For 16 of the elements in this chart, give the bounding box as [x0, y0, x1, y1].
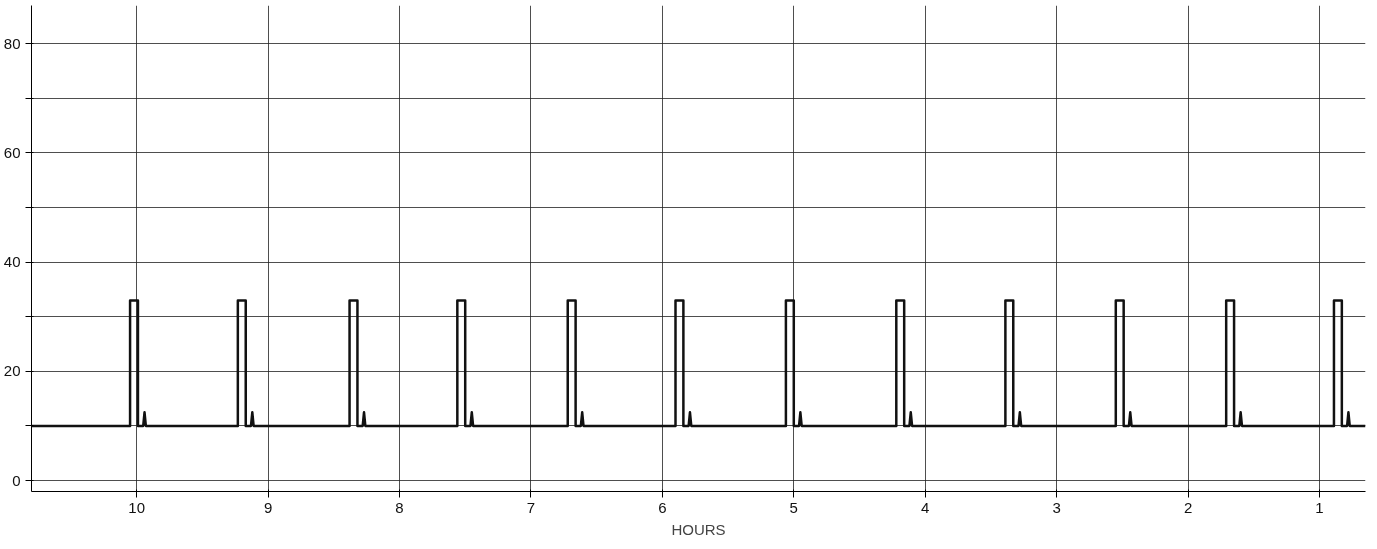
y-tick-label: 40	[3, 253, 21, 271]
x-tick-label: 9	[263, 498, 273, 516]
x-tick-label: 2	[1183, 498, 1193, 516]
x-tick-label: 10	[128, 498, 145, 516]
x-tick-label: 3	[1052, 498, 1061, 516]
x-tick-label: 7	[526, 498, 536, 516]
x-tick-label: 6	[658, 498, 667, 516]
y-tick-label: 0	[12, 471, 21, 489]
x-tick-label: 4	[921, 498, 930, 516]
x-tick-label: 1	[1315, 498, 1324, 516]
x-axis-title: HOURS	[671, 520, 726, 538]
y-tick-label: 60	[3, 143, 21, 161]
x-tick-label: 8	[395, 498, 404, 516]
y-tick-label: 20	[3, 362, 21, 380]
y-tick-label: 80	[3, 34, 21, 52]
x-tick-label: 5	[789, 498, 798, 516]
